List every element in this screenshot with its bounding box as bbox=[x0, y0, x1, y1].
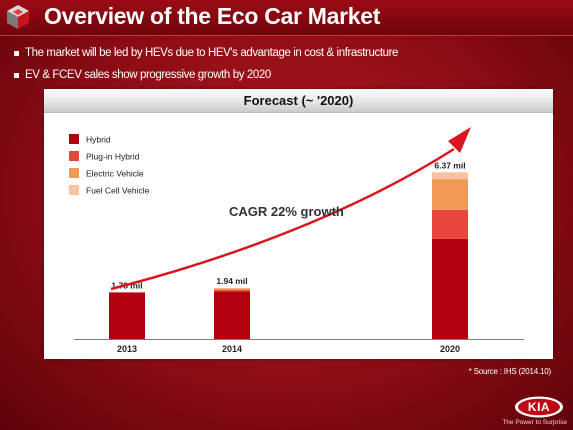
legend-swatch-electric-vehicle bbox=[69, 168, 79, 178]
bar-segment-plug-in-hybrid-2014 bbox=[214, 289, 250, 292]
kia-logo-text: KIA bbox=[528, 400, 550, 414]
forecast-panel: Forecast (~ '2020) 1.78 mil 2013 1.94 mil 2… bbox=[44, 89, 553, 359]
footer bbox=[0, 386, 573, 430]
legend-label-electric-vehicle: Electric Vehicle bbox=[86, 169, 144, 179]
category-label-2013: 2013 bbox=[117, 344, 137, 354]
slide-title: Overview of the Eco Car Market bbox=[44, 3, 381, 29]
legend-swatch-hybrid bbox=[69, 134, 79, 144]
chart-title: Forecast (~ '2020) bbox=[44, 89, 553, 113]
bar-segment-electric-vehicle-2020 bbox=[432, 179, 468, 210]
bullet-text: The market will be led by HEVs due to HE… bbox=[25, 47, 399, 59]
bar-segment-electric-vehicle-2014 bbox=[214, 288, 250, 290]
bullet-square-icon bbox=[14, 50, 19, 56]
growth-arrow-head-icon bbox=[448, 127, 471, 153]
title-bar: Overview of the Eco Car Market bbox=[0, 0, 573, 36]
total-label-2014: 1.94 mil bbox=[216, 276, 247, 286]
cagr-annotation: CAGR 22% growth bbox=[229, 204, 344, 219]
bar-segment-hybrid-2020 bbox=[432, 238, 468, 339]
bar-segment-fuel-cell-vehicle-2020 bbox=[432, 172, 468, 180]
bar-segment-hybrid-2014 bbox=[214, 291, 250, 339]
growth-arrow-line bbox=[110, 147, 455, 291]
slogan: The Power to Surprise bbox=[502, 419, 567, 426]
bullet-square-icon bbox=[14, 72, 19, 78]
kia-logo-icon: KIA bbox=[515, 396, 563, 418]
bullet-item: EV & FCEV sales show progressive growth … bbox=[14, 64, 564, 86]
bar-segment-plug-in-hybrid-2020 bbox=[432, 209, 468, 239]
legend-swatch-plug-in-hybrid bbox=[69, 151, 79, 161]
bar-segment-hybrid-2013 bbox=[109, 292, 145, 339]
bullet-text: EV & FCEV sales show progressive growth … bbox=[25, 69, 271, 81]
source-note: * Source : IHS (2014.10) bbox=[468, 367, 552, 376]
category-label-2020: 2020 bbox=[440, 344, 460, 354]
cube-logo-icon bbox=[7, 5, 29, 29]
category-label-2014: 2014 bbox=[222, 344, 242, 354]
legend-label-plug-in-hybrid: Plug-in Hybrid bbox=[86, 152, 140, 162]
legend-swatch-fuel-cell-vehicle bbox=[69, 185, 79, 195]
bullet-list: The market will be led by HEVs due to HE… bbox=[14, 42, 564, 86]
total-label-2020: 6.37 mil bbox=[434, 160, 465, 170]
legend-label-hybrid: Hybrid bbox=[86, 135, 111, 145]
legend-label-fuel-cell-vehicle: Fuel Cell Vehicle bbox=[86, 186, 150, 196]
bullet-item: The market will be led by HEVs due to HE… bbox=[14, 42, 564, 64]
